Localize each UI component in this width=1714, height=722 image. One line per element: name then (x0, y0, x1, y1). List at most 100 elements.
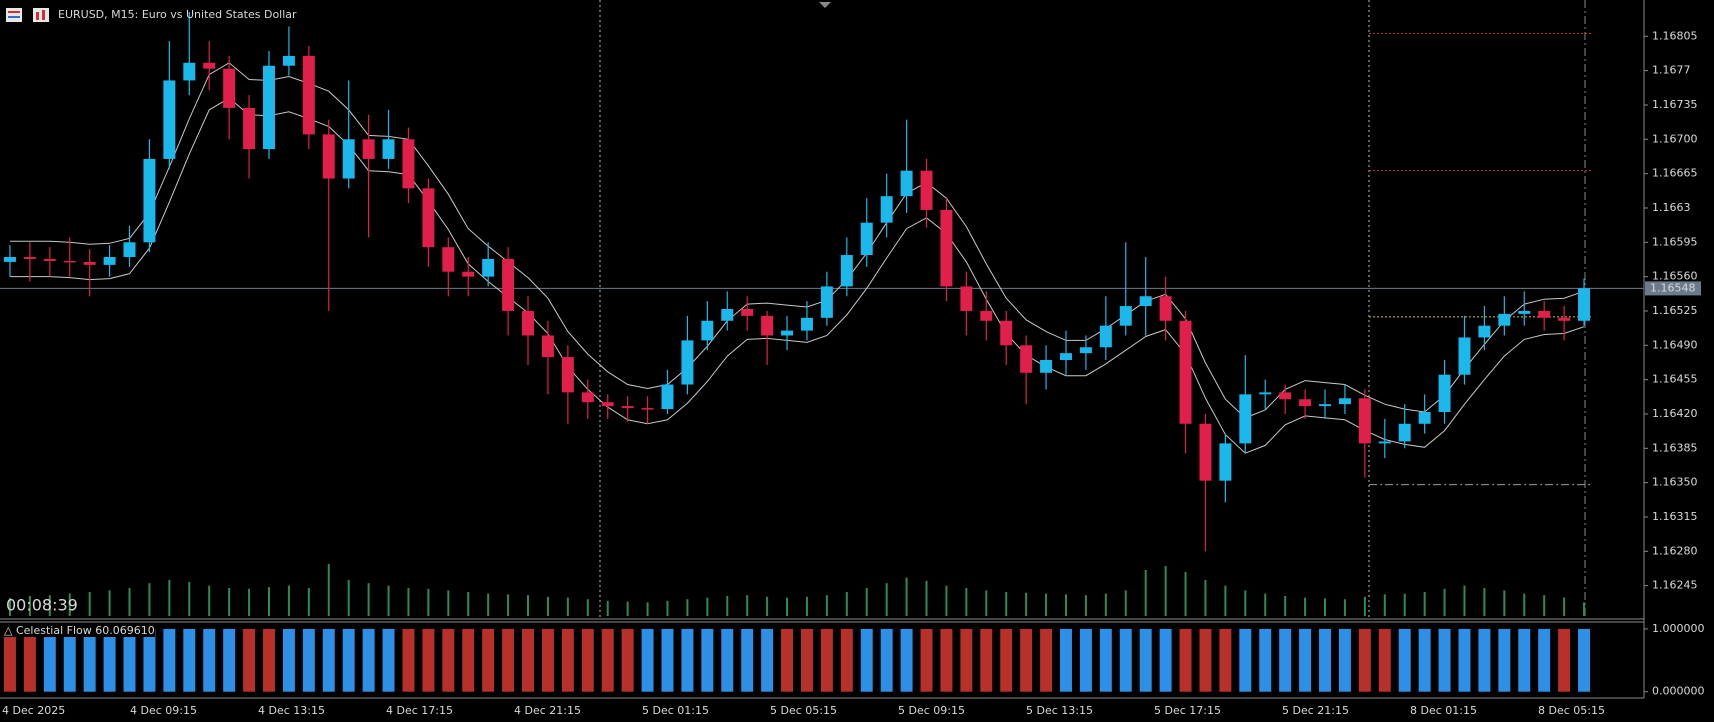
volume-bar (786, 597, 789, 616)
flow-bar (462, 628, 475, 692)
candle-body (422, 188, 435, 248)
candle-body (502, 258, 515, 311)
candle-body (1259, 392, 1272, 395)
volume-bar (1005, 592, 1008, 616)
y-tick-label: 1.16665 (1652, 167, 1698, 180)
volume-bar (1264, 593, 1267, 616)
flow-bar (1319, 628, 1331, 692)
volume-bar (865, 588, 868, 616)
candle-body (43, 258, 56, 261)
volume-bar (1523, 593, 1526, 616)
volume-bar (327, 564, 330, 616)
flow-bar (1219, 628, 1232, 692)
candle-body (1398, 423, 1411, 442)
volume-bar (1045, 593, 1048, 616)
flow-bar (940, 628, 953, 692)
flow-bar (1099, 628, 1112, 692)
flow-bar (1119, 628, 1132, 692)
volume-bar (1483, 588, 1486, 616)
volume-bar (1363, 596, 1366, 616)
volume-bar (985, 590, 988, 616)
price-label: 1.16548 (1650, 281, 1696, 294)
volume-bar (228, 588, 231, 616)
volume-bar (188, 582, 191, 616)
candle-body (1418, 412, 1431, 424)
candle-body (1358, 398, 1371, 444)
candle-body (382, 139, 395, 159)
volume-bar (1503, 590, 1506, 616)
x-tick-label: 8 Dec 05:15 (1538, 704, 1605, 717)
flow-bar (123, 628, 136, 692)
flow-bar (1578, 628, 1591, 692)
flow-bar (1020, 628, 1033, 692)
plot-area: 1.16805 1.1677 1.16735 1.16700 1.16665 1.1663… (0, 11, 1705, 717)
icon-part (8, 16, 20, 18)
flow-bar (282, 628, 295, 692)
flow-bar (920, 628, 933, 692)
y-tick-label: 0.000000 (1652, 685, 1705, 698)
candle-body (1000, 320, 1013, 346)
chart-icon[interactable] (33, 8, 49, 22)
flow-bar (322, 628, 335, 692)
flow-bar (561, 628, 574, 692)
candle-body (1299, 399, 1312, 407)
flow-bar (502, 628, 515, 692)
candle-body (601, 402, 614, 407)
candle-body (1219, 443, 1232, 481)
volume-bar (805, 596, 808, 616)
candle-body (1060, 353, 1072, 361)
candle-body (362, 139, 375, 159)
candle-body (1020, 345, 1033, 373)
chart-title: EURUSD, M15: Euro vs United States Dolla… (58, 8, 297, 21)
volume-bar (367, 583, 370, 616)
volume-bar (1164, 566, 1167, 616)
y-tick-label: 1.1663 (1652, 201, 1691, 214)
flow-bar (721, 628, 734, 692)
y-tick-label: 1.16595 (1652, 235, 1698, 248)
flow-bar (1199, 628, 1212, 692)
volume-bar (1064, 594, 1067, 616)
flow-bar (641, 628, 654, 692)
flow-bar (1558, 628, 1571, 692)
volume-bar (1144, 570, 1147, 616)
volume-bar (88, 592, 91, 616)
candle-body (681, 340, 694, 385)
volume-bar (1025, 592, 1028, 616)
volume-bar (1443, 588, 1446, 616)
x-tick-label: 4 Dec 09:15 (130, 704, 197, 717)
flow-bar (900, 628, 913, 692)
volume-bar (1403, 593, 1406, 616)
candle-body (581, 392, 594, 403)
flow-bar (1398, 628, 1411, 692)
flow-bar (581, 628, 594, 692)
volume-bar (108, 590, 111, 616)
x-tick-label: 8 Dec 01:15 (1410, 704, 1477, 717)
candle-body (1319, 404, 1331, 407)
symbol-icon[interactable] (6, 8, 22, 22)
flow-bar (103, 628, 116, 692)
candle-body (741, 309, 754, 316)
volume-bar (248, 588, 251, 616)
candle-body (1199, 423, 1212, 481)
flow-bar (1418, 628, 1431, 692)
flow-bar (1060, 628, 1072, 692)
candle-body (243, 107, 256, 150)
candle-body (920, 170, 933, 210)
candle-body (1378, 441, 1391, 444)
volume-bar (1244, 590, 1247, 616)
flow-bar (1458, 628, 1471, 692)
volume-bar (726, 596, 729, 616)
flow-bar (701, 628, 714, 692)
y-tick-label: 1.16350 (1652, 476, 1698, 489)
shift-marker (819, 2, 831, 8)
candle-body (960, 286, 973, 311)
volume-bar (507, 594, 510, 616)
volume-bar (387, 585, 390, 616)
candle-body (820, 286, 833, 318)
volume-bar (1324, 598, 1327, 616)
volume-bar (1124, 590, 1127, 616)
flow-bar (1279, 628, 1292, 692)
candle-body (183, 62, 196, 81)
flow-bar (362, 628, 375, 692)
candle-body (721, 309, 734, 321)
